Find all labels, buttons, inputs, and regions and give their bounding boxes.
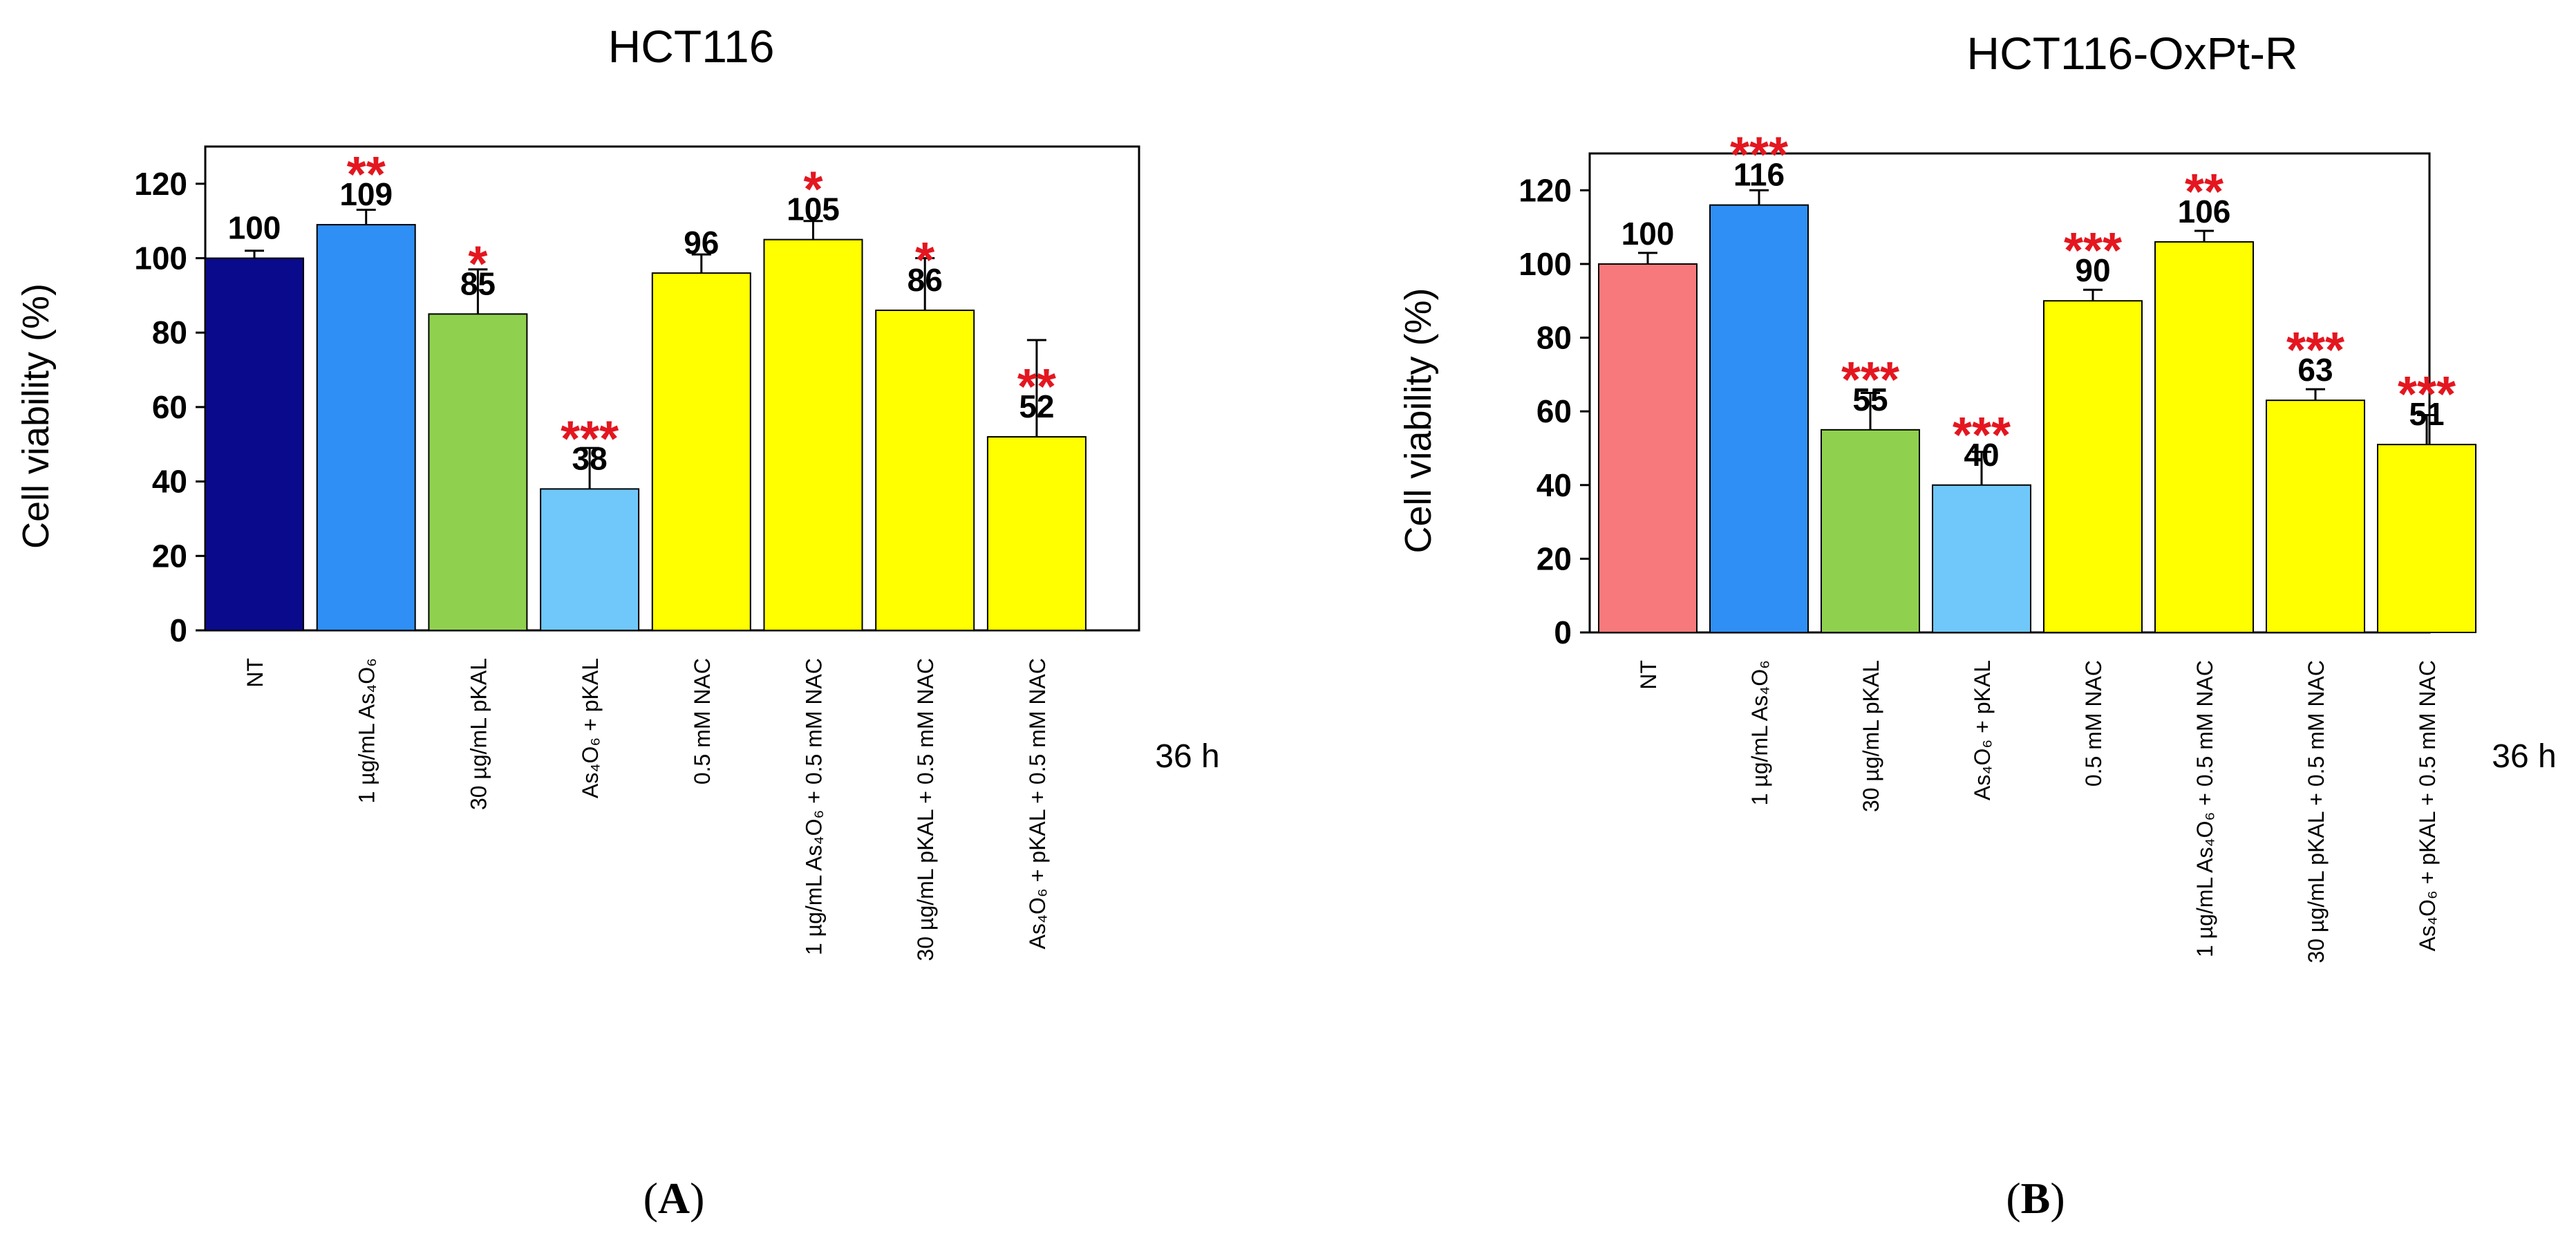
bar <box>875 309 975 631</box>
data-label: 100 <box>228 210 281 246</box>
bar <box>1709 204 1809 633</box>
data-label: 86 <box>908 262 943 298</box>
panel-label-part: ) <box>690 1174 704 1223</box>
significance-marker: *** <box>1953 408 2011 463</box>
data-label: 40 <box>1964 437 1999 473</box>
data-label: 52 <box>1019 388 1054 424</box>
y-tick-label: 100 <box>134 241 187 276</box>
bar <box>428 313 528 631</box>
x-category-label: 0.5 mM NAC <box>2081 660 2106 787</box>
y-tick-label: 100 <box>1519 246 1572 282</box>
significance-marker: *** <box>2398 367 2456 422</box>
y-tick-label: 40 <box>1536 467 1572 503</box>
significance-marker: ** <box>347 147 386 203</box>
data-label: 96 <box>684 225 719 261</box>
x-category-label: 0.5 mM NAC <box>690 658 715 785</box>
data-label: 55 <box>1852 382 1888 417</box>
significance-marker: *** <box>1841 353 1899 408</box>
bar <box>763 238 863 632</box>
panel-label-part: ( <box>643 1174 658 1223</box>
y-axis-label: Cell viability (%) <box>15 283 57 549</box>
data-label: 106 <box>2178 194 2231 229</box>
significance-marker: *** <box>1730 128 1788 183</box>
bar <box>2377 444 2476 634</box>
bar <box>986 436 1087 631</box>
data-label: 105 <box>787 191 840 227</box>
x-category-label: As₄O₆ + pKAL + 0.5 mM NAC <box>1025 658 1050 949</box>
bar <box>651 272 751 632</box>
chart-hct116-oxpt-r: HCT116-OxPt-R 0 20 40 60 80 100 120 Cell viabili… <box>1398 28 2557 1223</box>
bar <box>2043 300 2143 633</box>
x-category-label: 30 µg/mL pKAL + 0.5 mM NAC <box>913 658 938 961</box>
y-tick-label: 40 <box>152 464 187 500</box>
data-label: 63 <box>2297 352 2333 388</box>
y-tick-label: 80 <box>1536 320 1572 356</box>
bar <box>2154 241 2254 633</box>
bar <box>316 224 416 632</box>
panel-label-part: A <box>658 1174 690 1223</box>
significance-marker: * <box>803 162 822 218</box>
time-label: 36 h <box>1155 738 1219 775</box>
x-category-label: As₄O₆ + pKAL <box>578 658 603 798</box>
chart-title: HCT116-OxPt-R <box>1966 28 2297 79</box>
panel-label-part: ) <box>2050 1174 2065 1223</box>
panel-label-part: B <box>2021 1174 2051 1223</box>
y-tick-label: 0 <box>1554 614 1572 650</box>
time-label: 36 h <box>2492 738 2556 775</box>
significance-marker: *** <box>2064 223 2122 279</box>
significance-marker: ** <box>2185 165 2224 220</box>
x-category-label: 1 µg/mL As₄O₆ <box>355 658 379 803</box>
data-label: 38 <box>572 440 608 476</box>
data-label: 51 <box>2409 396 2444 432</box>
y-tick-label: 120 <box>1519 172 1572 208</box>
bar <box>540 488 640 632</box>
x-category-label: 30 µg/mL pKAL <box>466 658 491 810</box>
panel-label-part: ( <box>2006 1174 2020 1223</box>
significance-marker: *** <box>2286 323 2344 378</box>
y-axis-label: Cell viability (%) <box>1398 288 1439 553</box>
chart-hct116: HCT116 0 20 40 60 80 100 120 Cell viability (%) 1… <box>15 21 1220 1223</box>
data-label: 116 <box>1733 157 1785 193</box>
data-label: 85 <box>460 265 496 301</box>
y-tick-label: 0 <box>169 612 187 648</box>
x-category-label: As₄O₆ + pKAL + 0.5 mM NAC <box>2415 660 2440 951</box>
data-label: 109 <box>339 176 393 212</box>
x-category-label: NT <box>1636 660 1661 690</box>
y-tick-label: 60 <box>1536 393 1572 429</box>
panel-label: (B) <box>2006 1174 2065 1223</box>
x-category-label: 30 µg/mL pKAL + 0.5 mM NAC <box>2304 660 2329 963</box>
bar <box>205 257 304 631</box>
bar <box>1598 263 1698 633</box>
x-category-label: 1 µg/mL As₄O₆ + 0.5 mM NAC <box>802 658 827 955</box>
panel-label: (A) <box>643 1174 705 1223</box>
y-tick-label: 20 <box>152 538 187 574</box>
x-category-label: 1 µg/mL As₄O₆ <box>1747 660 1772 805</box>
significance-marker: * <box>915 233 934 288</box>
bar <box>1821 429 1920 633</box>
x-category-label: 30 µg/mL pKAL <box>1859 660 1883 812</box>
significance-marker: *** <box>561 411 619 467</box>
x-category-label: 1 µg/mL As₄O₆ + 0.5 mM NAC <box>2192 660 2217 957</box>
data-label: 90 <box>2075 252 2110 288</box>
significance-marker: * <box>468 236 487 292</box>
chart-title: HCT116 <box>608 21 775 72</box>
bar <box>2266 400 2365 634</box>
x-category-label: As₄O₆ + pKAL <box>1970 660 1995 800</box>
x-category-label: NT <box>243 658 267 688</box>
data-label: 100 <box>1621 216 1675 252</box>
y-tick-label: 60 <box>152 389 187 425</box>
significance-marker: ** <box>1017 359 1056 415</box>
y-tick-label: 80 <box>152 314 187 350</box>
bar <box>1932 484 2031 633</box>
y-tick-label: 120 <box>134 166 187 202</box>
y-tick-label: 20 <box>1536 541 1572 576</box>
